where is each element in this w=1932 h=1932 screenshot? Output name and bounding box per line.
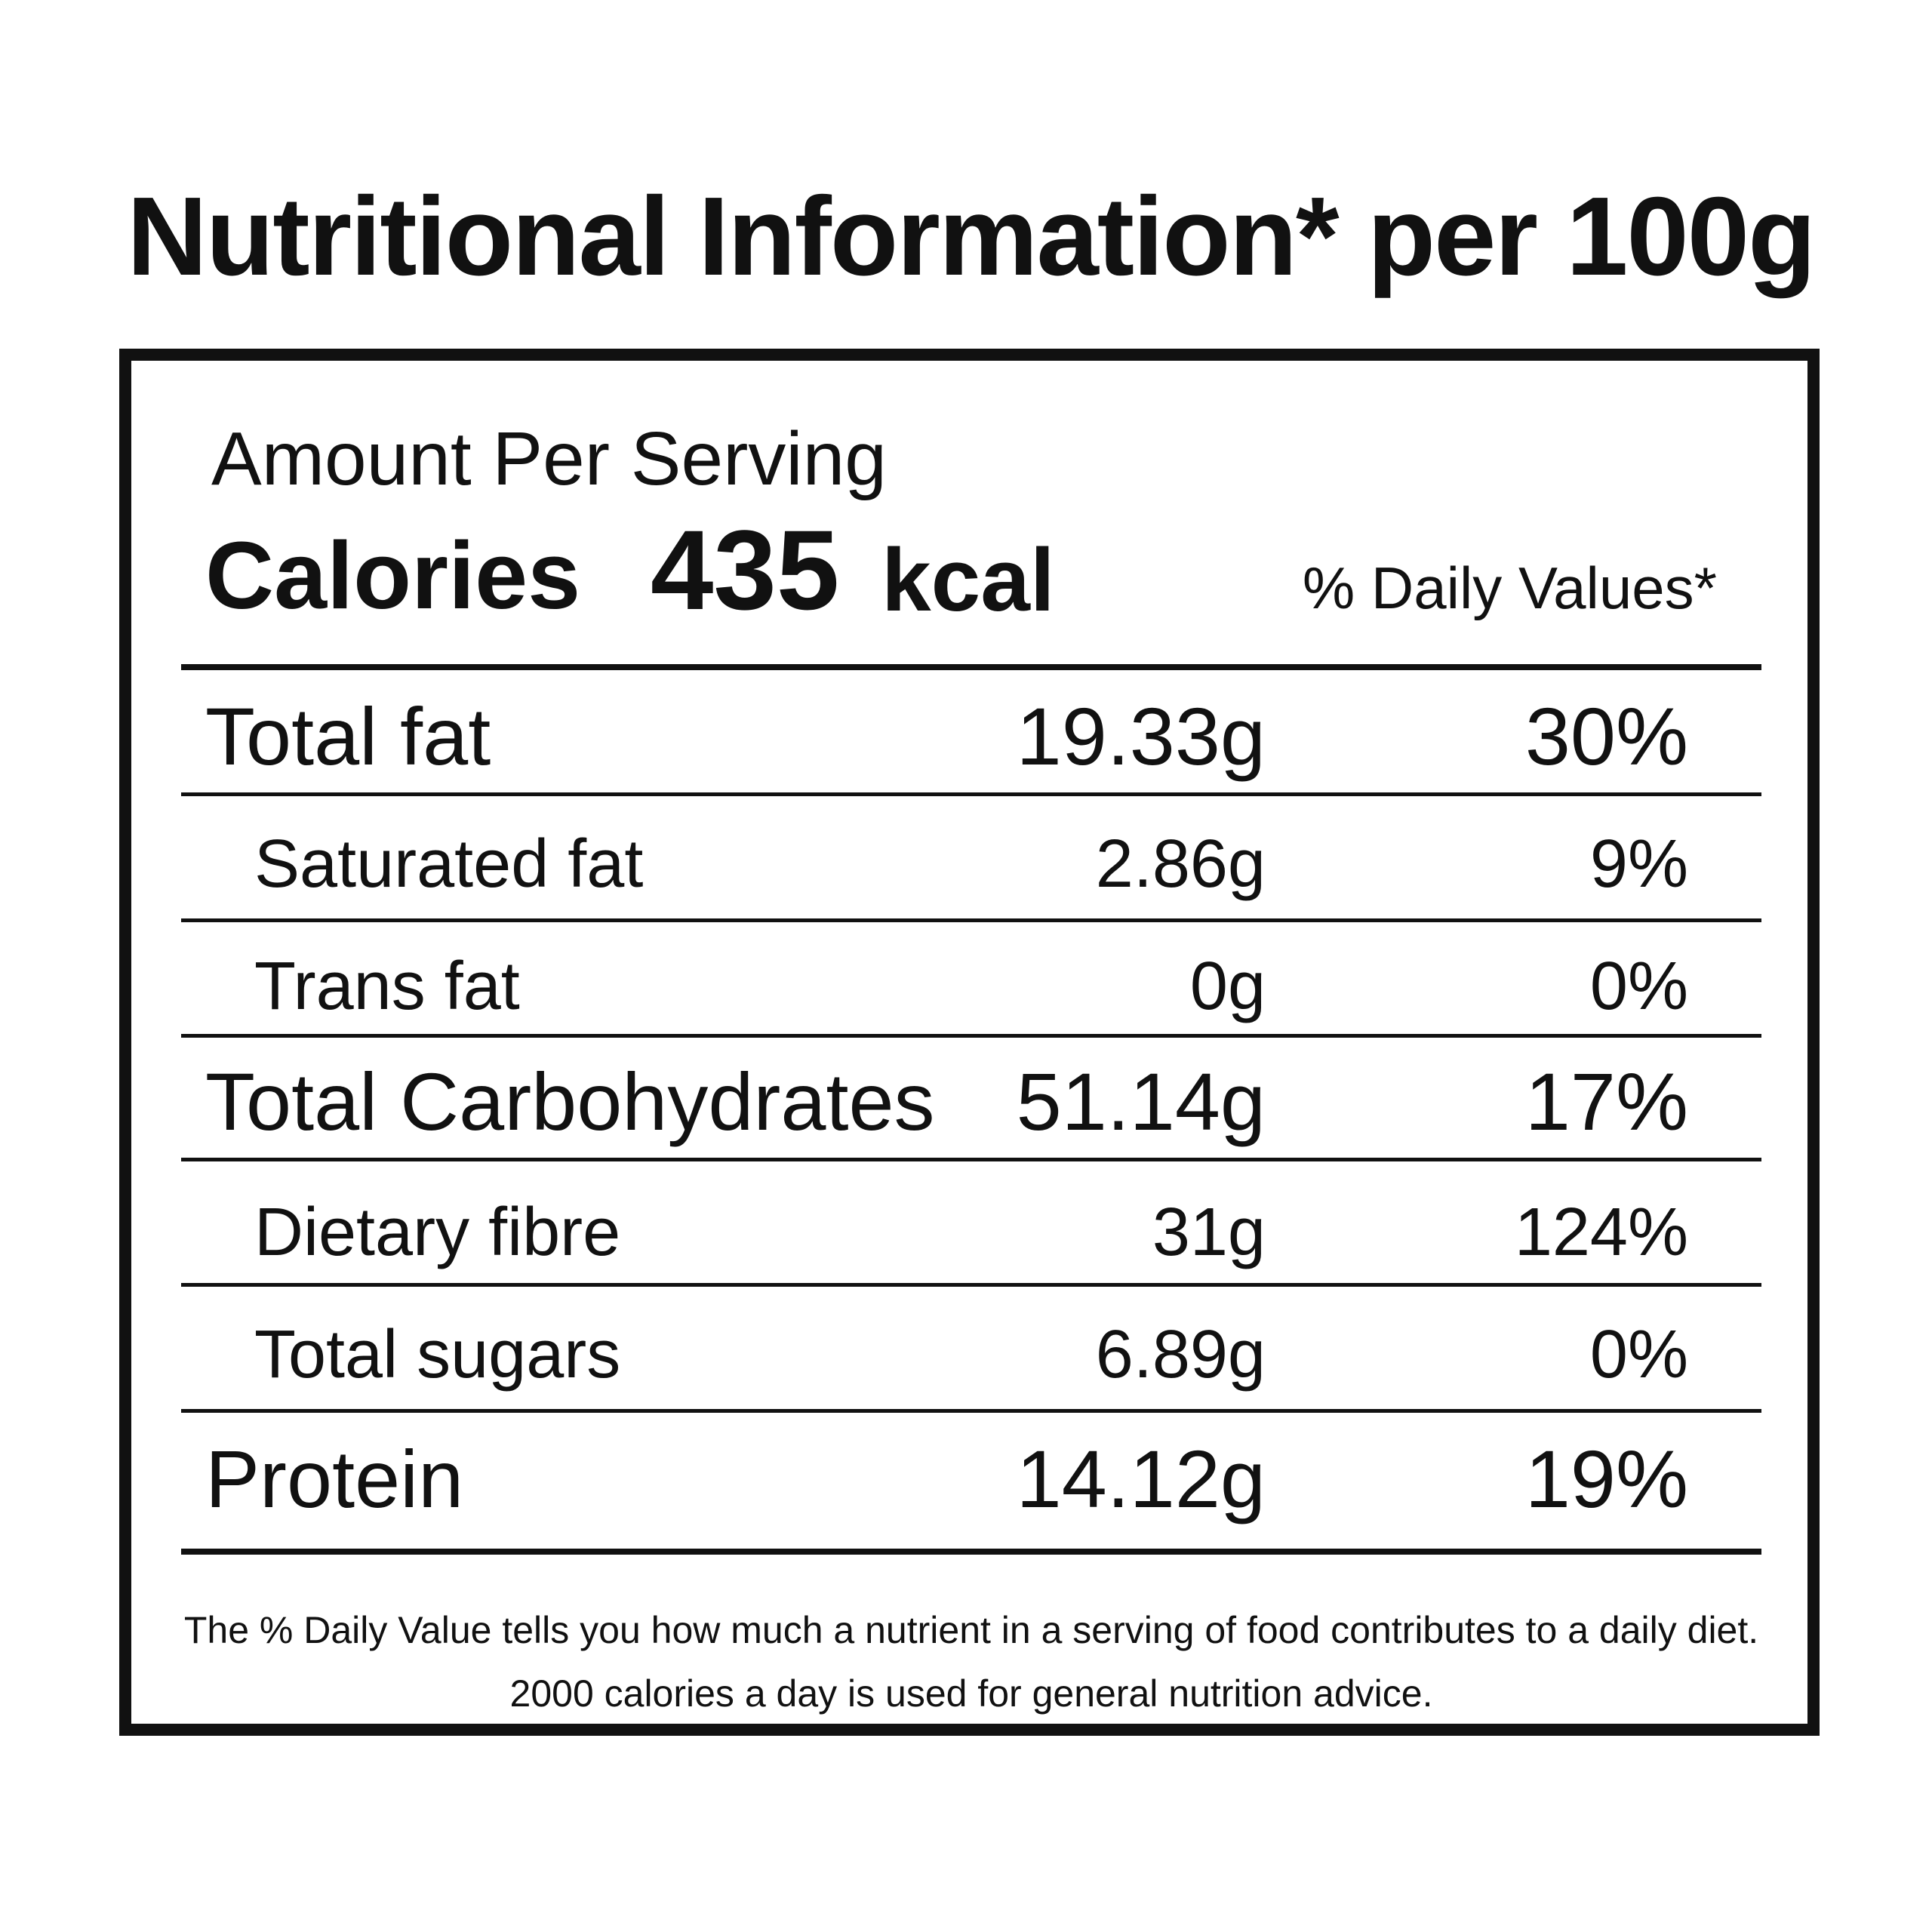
nutrient-label: Total Carbohydrates [205, 1056, 935, 1147]
amount-per-serving-label: Amount Per Serving [211, 417, 887, 501]
nutrient-daily-value: 0% [1589, 1317, 1688, 1392]
page-title: Nutritional Information* per 100g [127, 174, 1816, 299]
nutrient-amount: 51.14g [1016, 1056, 1266, 1147]
nutrient-amount: 2.86g [1095, 826, 1266, 902]
divider [181, 792, 1761, 796]
nutrient-daily-value: 124% [1514, 1195, 1688, 1270]
divider [181, 1409, 1761, 1413]
nutrient-label: Protein [205, 1433, 464, 1524]
nutrient-label: Saturated fat [254, 826, 644, 902]
nutrient-label: Dietary fibre [254, 1195, 621, 1270]
nutrient-label: Total fat [205, 691, 491, 782]
divider [181, 1034, 1761, 1038]
daily-value-footnote: The % Daily Value tells you how much a n… [183, 1609, 1759, 1715]
nutrient-amount: 6.89g [1095, 1317, 1266, 1392]
nutrient-label: Total sugars [254, 1317, 621, 1392]
calories-unit: kcal [881, 531, 1055, 630]
nutrient-daily-value: 30% [1524, 691, 1688, 782]
divider [181, 1283, 1761, 1287]
nutrient-amount: 0g [1189, 949, 1266, 1024]
divider [181, 1158, 1761, 1161]
nutrient-daily-value: 17% [1524, 1056, 1688, 1147]
nutrient-label: Trans fat [254, 949, 520, 1024]
calories-value: 435 [651, 506, 840, 633]
nutrient-daily-value: 0% [1589, 949, 1688, 1024]
divider [181, 1549, 1761, 1555]
nutrition-panel [119, 349, 1820, 1736]
calories-label: Calories [205, 522, 581, 629]
nutrient-amount: 31g [1152, 1195, 1266, 1270]
nutrient-amount: 14.12g [1016, 1433, 1266, 1524]
nutrient-amount: 19.33g [1016, 691, 1266, 782]
nutrient-daily-value: 9% [1589, 826, 1688, 902]
daily-values-header: % Daily Values* [1302, 555, 1717, 621]
divider [181, 918, 1761, 922]
divider [181, 664, 1761, 670]
nutrient-daily-value: 19% [1524, 1433, 1688, 1524]
